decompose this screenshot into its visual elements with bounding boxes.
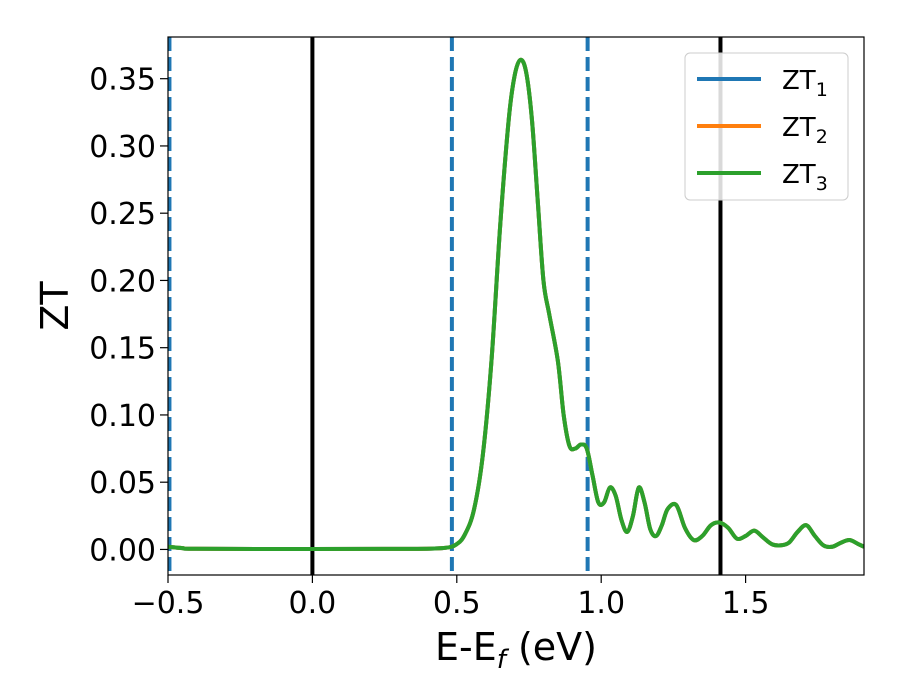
- legend-box: [684, 52, 849, 201]
- y-tick-label: 0.35: [89, 63, 156, 98]
- y-tick-label: 0.30: [89, 130, 156, 165]
- x-axis-ticks: −0.5 0.0 0.5 1.0 1.5: [132, 575, 770, 621]
- series-line-zt3: [168, 57, 864, 552]
- legend: ZT1 ZT2 ZT3: [684, 52, 849, 201]
- y-axis-label: ZT: [33, 281, 77, 331]
- y-axis-ticks: 0.00 0.05 0.10 0.15 0.20 0.25 0.30 0.35: [89, 63, 168, 568]
- x-axis-label: E-Ef (eV): [435, 625, 597, 675]
- legend-label-zt2: ZT2: [782, 113, 828, 148]
- plot-frame: [167, 36, 865, 576]
- y-tick-label: 0.00: [89, 533, 156, 568]
- y-tick-label: 0.15: [89, 332, 156, 367]
- y-tick-label: 0.05: [89, 466, 156, 501]
- series-lines: [168, 57, 864, 552]
- y-tick-label: 0.20: [89, 264, 156, 299]
- x-tick-label: 0.0: [289, 586, 337, 621]
- x-tick-label: 0.5: [433, 586, 481, 621]
- x-tick-label: 1.5: [722, 586, 770, 621]
- x-tick-label: −0.5: [132, 586, 205, 621]
- legend-label-zt1: ZT1: [782, 66, 828, 101]
- legend-label-zt3: ZT3: [782, 160, 828, 195]
- y-tick-label: 0.25: [89, 197, 156, 232]
- y-tick-label: 0.10: [89, 399, 156, 434]
- x-tick-label: 1.0: [577, 586, 625, 621]
